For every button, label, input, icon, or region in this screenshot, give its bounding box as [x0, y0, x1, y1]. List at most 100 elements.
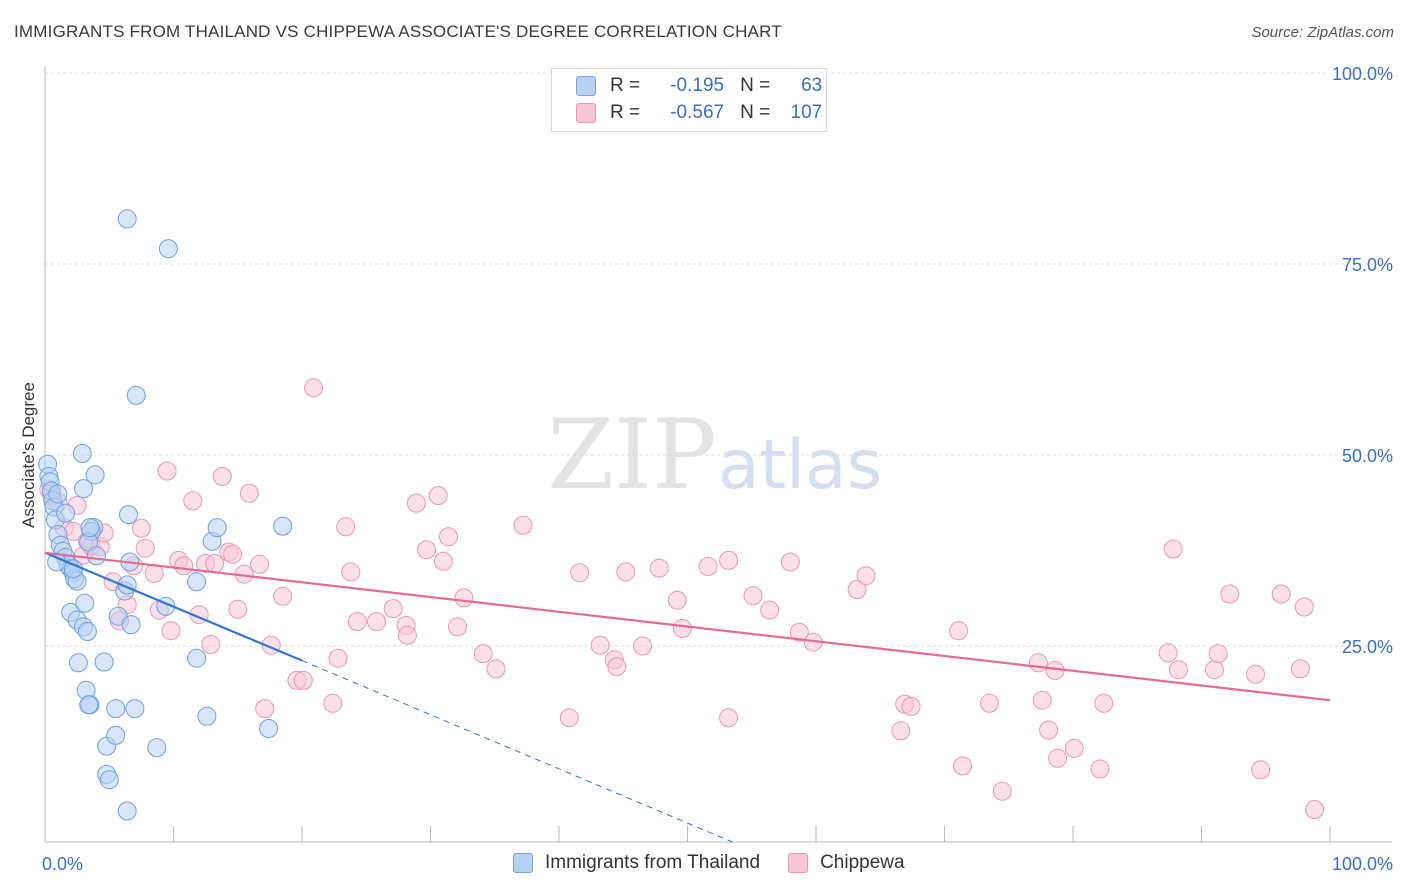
source-label: Source: ZipAtlas.com: [1251, 24, 1394, 41]
point-chippewa: [1163, 539, 1183, 559]
point-chippewa: [649, 558, 669, 578]
point-chippewa: [1246, 664, 1265, 684]
point-chippewa: [304, 378, 324, 398]
point-chippewa: [273, 586, 293, 606]
legend-n-value-thailand: 63: [801, 75, 823, 96]
x-tick-label: 100.0%: [1332, 854, 1393, 874]
point-chippewa: [719, 550, 739, 570]
point-thailand: [187, 572, 207, 592]
point-chippewa: [1294, 597, 1314, 617]
legend-r-label: R =: [610, 75, 641, 96]
point-chippewa: [559, 708, 579, 728]
legend-n-value-chippewa: 107: [790, 102, 823, 123]
tick-labels: 25.0% 50.0% 75.0% 100.0% 0.0% 100.0% Associate…: [19, 64, 1393, 874]
series-label-thailand: Immigrants from Thailand: [545, 852, 761, 873]
point-chippewa: [780, 552, 800, 572]
point-thailand: [117, 801, 137, 821]
point-chippewa: [760, 600, 780, 620]
point-chippewa: [250, 554, 270, 574]
point-chippewa: [367, 612, 386, 632]
axes: [44, 66, 1392, 843]
trend-line-thailand: [44, 551, 303, 662]
point-thailand: [79, 695, 99, 715]
point-chippewa: [183, 491, 203, 511]
point-chippewa: [336, 517, 356, 537]
point-chippewa: [293, 670, 313, 690]
legend-row-thailand: R = -0.195 N = 63: [576, 73, 822, 99]
point-chippewa: [1028, 653, 1048, 673]
point-thailand: [94, 652, 114, 672]
point-chippewa: [1158, 643, 1178, 663]
point-chippewa: [201, 635, 221, 654]
point-thailand: [125, 699, 145, 719]
point-chippewa: [454, 588, 474, 608]
point-chippewa: [1032, 690, 1052, 710]
point-chippewa: [1290, 659, 1310, 679]
point-chippewa: [1064, 738, 1084, 758]
point-thailand: [187, 648, 207, 668]
point-thailand: [106, 725, 126, 745]
legend-swatch-thailand: [576, 76, 596, 96]
y-tick-label: 25.0%: [1342, 637, 1393, 657]
correlation-legend: R = -0.195 N = 63 R = -0.567 N = 107: [551, 68, 827, 132]
point-chippewa: [323, 693, 343, 713]
point-thailand: [85, 465, 105, 485]
point-chippewa: [328, 648, 348, 668]
point-thailand: [99, 770, 119, 790]
point-chippewa: [383, 599, 403, 619]
point-thailand: [147, 738, 167, 758]
series-legend-chippewa[interactable]: Chippewa: [788, 852, 905, 874]
point-chippewa: [590, 635, 610, 655]
legend-r-value-chippewa: -0.567: [670, 102, 725, 123]
point-chippewa: [174, 556, 194, 576]
grid: [45, 72, 1392, 647]
point-thailand: [75, 593, 95, 613]
point-chippewa: [433, 551, 453, 571]
point-thailand: [119, 505, 138, 525]
point-chippewa: [953, 756, 972, 776]
legend-n-label: N =: [740, 102, 771, 123]
point-thailand: [158, 239, 178, 259]
point-thailand: [80, 518, 100, 538]
point-chippewa: [228, 599, 248, 619]
point-chippewa: [428, 486, 448, 505]
point-thailand: [126, 385, 146, 405]
point-chippewa: [992, 781, 1012, 801]
point-chippewa: [633, 636, 652, 656]
trend-extension-thailand: [301, 660, 733, 843]
legend-swatch-chippewa: [576, 103, 596, 123]
legend-n-label: N =: [740, 75, 771, 96]
point-chippewa: [719, 708, 739, 728]
y-tick-label: 100.0%: [1332, 64, 1393, 84]
y-tick-label: 75.0%: [1342, 255, 1393, 275]
series-swatch-chippewa: [788, 853, 809, 873]
point-chippewa: [157, 461, 177, 481]
y-tick-label: 50.0%: [1342, 446, 1393, 466]
point-chippewa: [949, 621, 969, 641]
point-chippewa: [1094, 693, 1114, 713]
point-chippewa: [1220, 584, 1240, 604]
trend-line-chippewa: [44, 551, 1331, 702]
point-chippewa: [397, 625, 417, 645]
series-legend-thailand[interactable]: Immigrants from Thailand: [513, 852, 760, 874]
point-chippewa: [570, 563, 590, 583]
point-chippewa: [131, 518, 151, 538]
point-chippewa: [856, 566, 876, 586]
watermark-atlas: atlas: [718, 426, 882, 505]
point-chippewa: [341, 562, 361, 582]
chart-title: IMMIGRANTS FROM THAILAND VS CHIPPEWA ASS…: [14, 22, 782, 41]
point-chippewa: [1251, 760, 1271, 780]
point-thailand: [86, 546, 106, 566]
point-chippewa: [161, 621, 181, 641]
point-chippewa: [667, 590, 687, 610]
point-thailand: [197, 706, 217, 726]
point-chippewa: [607, 657, 627, 677]
point-chippewa: [406, 493, 426, 513]
point-thailand: [74, 479, 93, 499]
point-chippewa: [448, 617, 467, 637]
watermark-zip: ZIP: [547, 399, 716, 511]
point-chippewa: [847, 580, 867, 599]
data-points: [38, 209, 1325, 821]
point-chippewa: [347, 612, 367, 632]
